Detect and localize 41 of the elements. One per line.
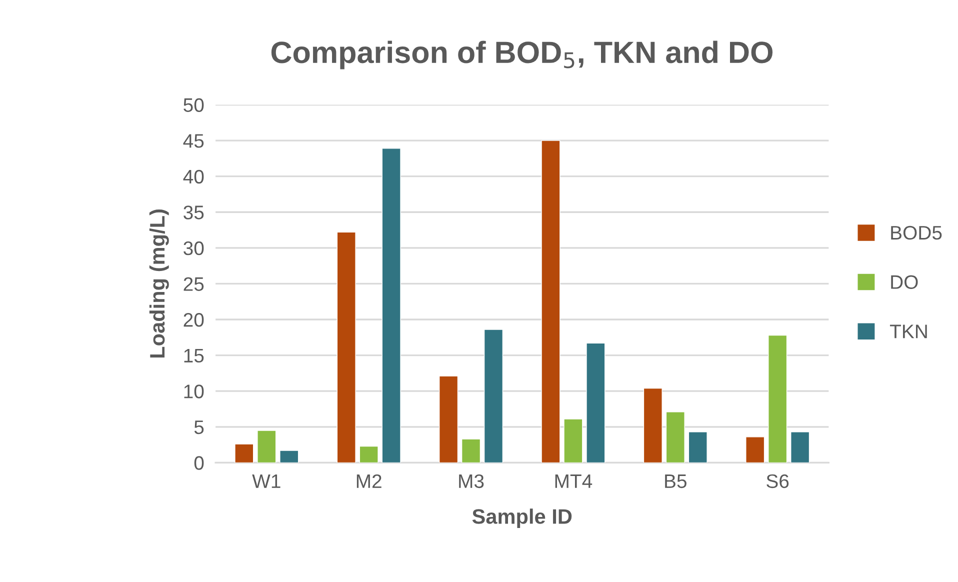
- y-tick-label: 30: [184, 241, 204, 256]
- bar: [484, 329, 504, 463]
- y-tick-label: 25: [184, 277, 204, 291]
- y-tick-label: 50: [184, 98, 204, 112]
- bar: [359, 446, 378, 463]
- legend-label: TKN: [890, 324, 927, 338]
- y-tick-label: 40: [183, 170, 204, 184]
- bar: [643, 388, 662, 463]
- bar: [564, 418, 583, 463]
- bar: [688, 432, 708, 463]
- bar: [257, 430, 276, 463]
- y-tick-label: 5: [194, 420, 204, 434]
- bar: [234, 444, 254, 463]
- y-tick-label: 45: [183, 134, 204, 148]
- bar: [666, 412, 685, 463]
- bar: [382, 148, 401, 463]
- bar: [280, 450, 299, 463]
- y-axis-title: Loading (mg/L): [149, 210, 169, 358]
- bar: [586, 342, 606, 463]
- bar: [336, 232, 356, 463]
- bar: [768, 334, 788, 463]
- x-tick-label: B5: [665, 474, 686, 488]
- y-tick-label: 15: [184, 348, 204, 363]
- x-tick-label: MT4: [555, 474, 592, 488]
- legend-label: DO: [891, 275, 918, 289]
- bar: [461, 438, 481, 463]
- x-tick-label: W1: [252, 474, 280, 488]
- legend-label: BOD5: [891, 226, 942, 240]
- y-tick-label: 35: [184, 206, 204, 220]
- x-tick-label: M2: [356, 474, 382, 488]
- bar: [790, 432, 810, 463]
- x-tick-label: M3: [459, 474, 484, 488]
- bar: [541, 140, 560, 463]
- y-tick-label: 20: [184, 312, 204, 327]
- bar: [746, 436, 765, 463]
- bar: [438, 376, 458, 463]
- x-axis-title: Sample ID: [472, 508, 572, 528]
- chart-title: Comparison of BOD$_{5}$, TKN and DO: [271, 40, 773, 70]
- x-tick-label: S6: [766, 474, 789, 488]
- y-tick-label: 0: [194, 456, 204, 470]
- y-tick-label: 10: [184, 384, 204, 398]
